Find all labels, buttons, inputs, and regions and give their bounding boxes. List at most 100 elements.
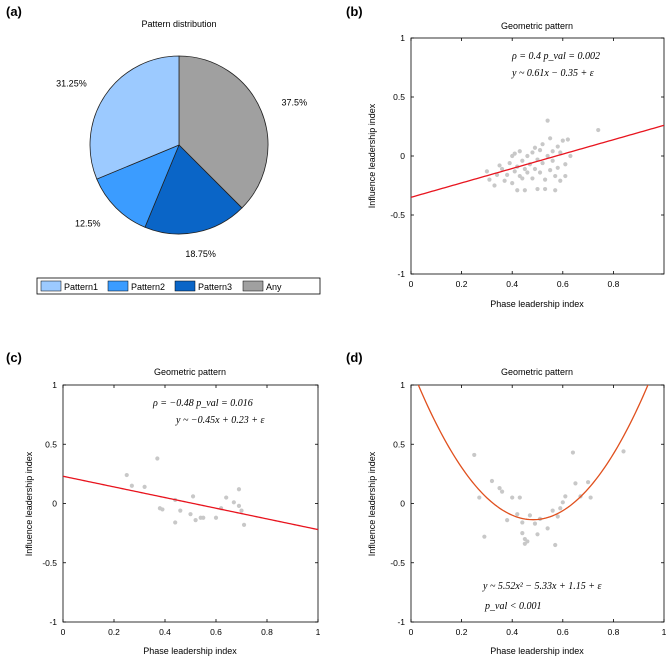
legend-swatch-any xyxy=(242,280,264,292)
panel-d-data-point xyxy=(586,480,591,485)
panel-d-data-point xyxy=(525,539,530,544)
panel-c-data-point xyxy=(236,487,242,492)
panel-d-data-point xyxy=(535,532,540,537)
panel-b-data-point xyxy=(545,118,550,123)
panel-d-data-point xyxy=(555,514,560,519)
panel-b-data-point xyxy=(553,173,558,179)
panel-b-annotation: ρ = 0.4 p_val = 0.002 y ~ 0.61x − 0.35 +… xyxy=(511,51,600,79)
panel-d-fit-line xyxy=(417,385,649,521)
panel-b-data-point xyxy=(507,160,512,166)
pie-label-pattern1: 31.25% xyxy=(56,78,87,88)
panel-b-data-point xyxy=(550,158,555,163)
panel-b-data-point xyxy=(542,186,548,192)
panel-c-ytick-label: 0.5 xyxy=(45,439,57,449)
pie-slice-any xyxy=(178,55,269,209)
pie-slice-pattern1 xyxy=(89,55,180,180)
panel-b-xtick-label: 0.2 xyxy=(456,279,468,289)
panel-b-xtick-label: 0.6 xyxy=(557,279,569,289)
panel-label-a: (a) xyxy=(6,4,22,19)
panel-c-equation: y ~ −0.45x + 0.23 + ε xyxy=(175,415,265,426)
panel-c-data-point xyxy=(193,517,198,523)
panel-d-data-point xyxy=(588,495,593,500)
panel-b-data-point xyxy=(553,188,558,193)
panel-c-data-point xyxy=(155,456,160,461)
panel-c-fit-line xyxy=(63,475,318,531)
panel-d-ytick-label: 0 xyxy=(400,499,405,509)
panel-c-xtick-label: 0.8 xyxy=(261,627,273,637)
panel-b-data-point xyxy=(487,177,492,182)
panel-b-plot-area: 0 0.2 0.4 0.6 0.8 -1 -0.5 0 0.5 1 xyxy=(390,33,665,289)
panel-b-data-point xyxy=(497,163,502,168)
panel-b-data-point xyxy=(525,153,530,159)
panel-b-data-point xyxy=(548,168,553,173)
panel-b-xtick-label: 0 xyxy=(409,279,414,289)
panel-d-data-point xyxy=(527,513,533,518)
panel-d-data-point xyxy=(489,478,495,484)
panel-d-data-point xyxy=(472,452,477,458)
panel-b-title: Geometric pattern xyxy=(501,21,573,31)
panel-c-data-point xyxy=(124,472,129,478)
panel-b-data-point xyxy=(558,150,563,155)
panel-b-data-point xyxy=(517,149,522,154)
panel-b-data-point xyxy=(560,138,565,143)
legend-label-pattern1: Pattern1 xyxy=(64,282,98,292)
panel-b-data-point xyxy=(540,160,545,166)
panel-d-plot-area: 0 0.2 0.4 0.6 0.8 1 -1 -0.5 0 0.5 1 xyxy=(390,380,667,637)
panel-b-data-point xyxy=(520,176,525,181)
panel-d-xtick-label: 1 xyxy=(662,627,667,637)
panel-d-data-point xyxy=(621,449,626,454)
panel-b-ylabel: Influence leadership index xyxy=(367,103,377,208)
panel-c-data-point xyxy=(190,494,196,499)
panel-d-data-point xyxy=(553,542,558,548)
panel-b-data-point xyxy=(494,172,500,177)
panel-d-xtick-label: 0.8 xyxy=(607,627,619,637)
pie-slices xyxy=(89,55,269,235)
panel-d-data-point xyxy=(482,534,487,539)
panel-b-data-point xyxy=(563,162,568,167)
panel-d-ytick-label: 1 xyxy=(400,380,405,390)
panel-d-ylabel: Influence leadership index xyxy=(367,451,377,556)
legend-swatch-pattern2 xyxy=(107,280,129,292)
pie-label-pattern2: 12.5% xyxy=(75,218,101,228)
panel-b-data-point xyxy=(522,166,527,172)
panel-d-xtick-label: 0.2 xyxy=(456,627,468,637)
panel-b-equation: y ~ 0.61x − 0.35 + ε xyxy=(511,68,594,79)
legend-swatch-pattern3 xyxy=(174,280,196,292)
panel-d-pval: p_val < 0.001 xyxy=(484,601,541,612)
panel-d-data-point xyxy=(520,531,525,536)
panel-c-data-point xyxy=(241,522,247,527)
panel-b-stats: ρ = 0.4 p_val = 0.002 xyxy=(511,51,600,62)
panel-b-data-point xyxy=(512,169,517,174)
panel-b-data-point xyxy=(558,178,563,183)
panel-c-title: Geometric pattern xyxy=(154,367,226,377)
panel-c-annotation: ρ = −0.48 p_val = 0.016 y ~ −0.45x + 0.2… xyxy=(152,398,265,426)
panel-b-data-point xyxy=(499,166,505,172)
panel-b-xtick-label: 0.4 xyxy=(506,279,518,289)
panel-d-equation: y ~ 5.52x² − 5.33x + 1.15 + ε xyxy=(482,581,601,592)
panel-d-title: Geometric pattern xyxy=(501,367,573,377)
panel-d-data-point xyxy=(563,494,568,499)
panel-c-ytick-label: 0 xyxy=(52,499,57,509)
panel-b-data-point xyxy=(565,137,570,142)
pie-chart-panel: Pattern distribution 37.5% 18.75% 12.5% 31.… xyxy=(36,19,321,295)
panel-c-xtick-label: 0.4 xyxy=(159,627,171,637)
panel-b-data-point xyxy=(525,170,530,175)
panel-d-data-point xyxy=(550,508,555,513)
legend-swatch-pattern1 xyxy=(40,280,62,292)
panel-b-data-point xyxy=(532,145,538,150)
panel-b-data-point xyxy=(545,153,550,159)
panel-b-data-point xyxy=(520,158,525,163)
panel-c-ylabel: Influence leadership index xyxy=(24,451,34,556)
panel-c-xtick-label: 1 xyxy=(316,627,321,637)
panel-label-d: (d) xyxy=(346,350,363,365)
panel-b-fit-line xyxy=(411,124,664,198)
panel-b-data-point xyxy=(530,176,535,181)
pie-slice-pattern2 xyxy=(96,144,180,228)
panel-c-ytick-label: -1 xyxy=(49,617,57,627)
panel-d-data-point xyxy=(545,526,550,531)
panel-b-data-point xyxy=(522,188,527,193)
panel-c-xtick-label: 0.6 xyxy=(210,627,222,637)
panel-c-data-point xyxy=(239,508,244,513)
panel-d-ytick-label: -1 xyxy=(397,617,405,627)
